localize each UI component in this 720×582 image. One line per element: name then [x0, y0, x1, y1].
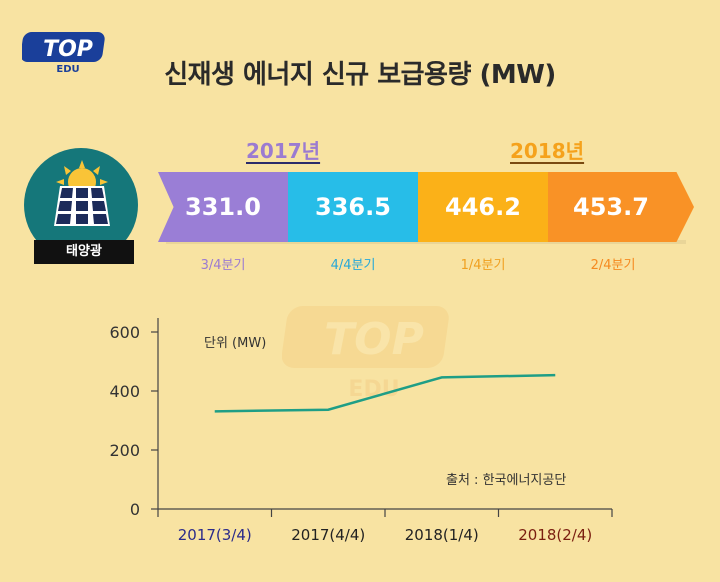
segment-2018-q2: 453.7: [548, 172, 694, 242]
segment-value: 453.7: [573, 193, 649, 221]
segment-2017-q3: 331.0: [158, 172, 288, 242]
source-label: 출처 : 한국에너지공단: [446, 473, 566, 488]
y-tick-label: 600: [109, 323, 140, 342]
segment-2018-q1: 446.2: [418, 172, 548, 242]
top-edu-logo: TOP EDU: [22, 32, 105, 74]
quarter-label: 1/4분기: [460, 258, 506, 273]
x-tick-label: 2017(4/4): [291, 526, 365, 544]
logo-text: TOP: [43, 37, 93, 62]
y-tick-label: 200: [109, 441, 140, 460]
watermark-logo: TOP EDU: [282, 306, 449, 402]
year-2017-label: 2017년: [246, 139, 321, 163]
logo-subtext: EDU: [56, 64, 79, 74]
year-2018-label: 2018년: [510, 139, 585, 163]
quarter-label: 3/4분기: [200, 258, 246, 273]
segment-value: 336.5: [315, 193, 391, 221]
quarter-label: 2/4분기: [590, 258, 636, 273]
watermark-text: TOP: [324, 314, 424, 365]
solar-panel-icon: [54, 160, 110, 226]
segment-value: 446.2: [445, 193, 521, 221]
solar-label: 태양광: [34, 240, 134, 264]
segment-2017-q4: 336.5: [288, 172, 418, 242]
y-tick-label: 400: [109, 382, 140, 401]
page-title: 신재생 에너지 신규 보급용량 (MW): [164, 60, 556, 90]
unit-label: 단위 (MW): [204, 336, 266, 351]
x-tick-label: 2017(3/4): [178, 526, 252, 544]
x-tick-label: 2018(1/4): [405, 526, 479, 544]
series-line: [214, 373, 556, 413]
arrow-shadow: [166, 240, 686, 244]
quarter-label: 4/4분기: [330, 258, 376, 273]
segment-value: 331.0: [185, 193, 261, 221]
y-tick-label: 0: [130, 500, 140, 519]
x-tick-label: 2018(2/4): [518, 526, 592, 544]
